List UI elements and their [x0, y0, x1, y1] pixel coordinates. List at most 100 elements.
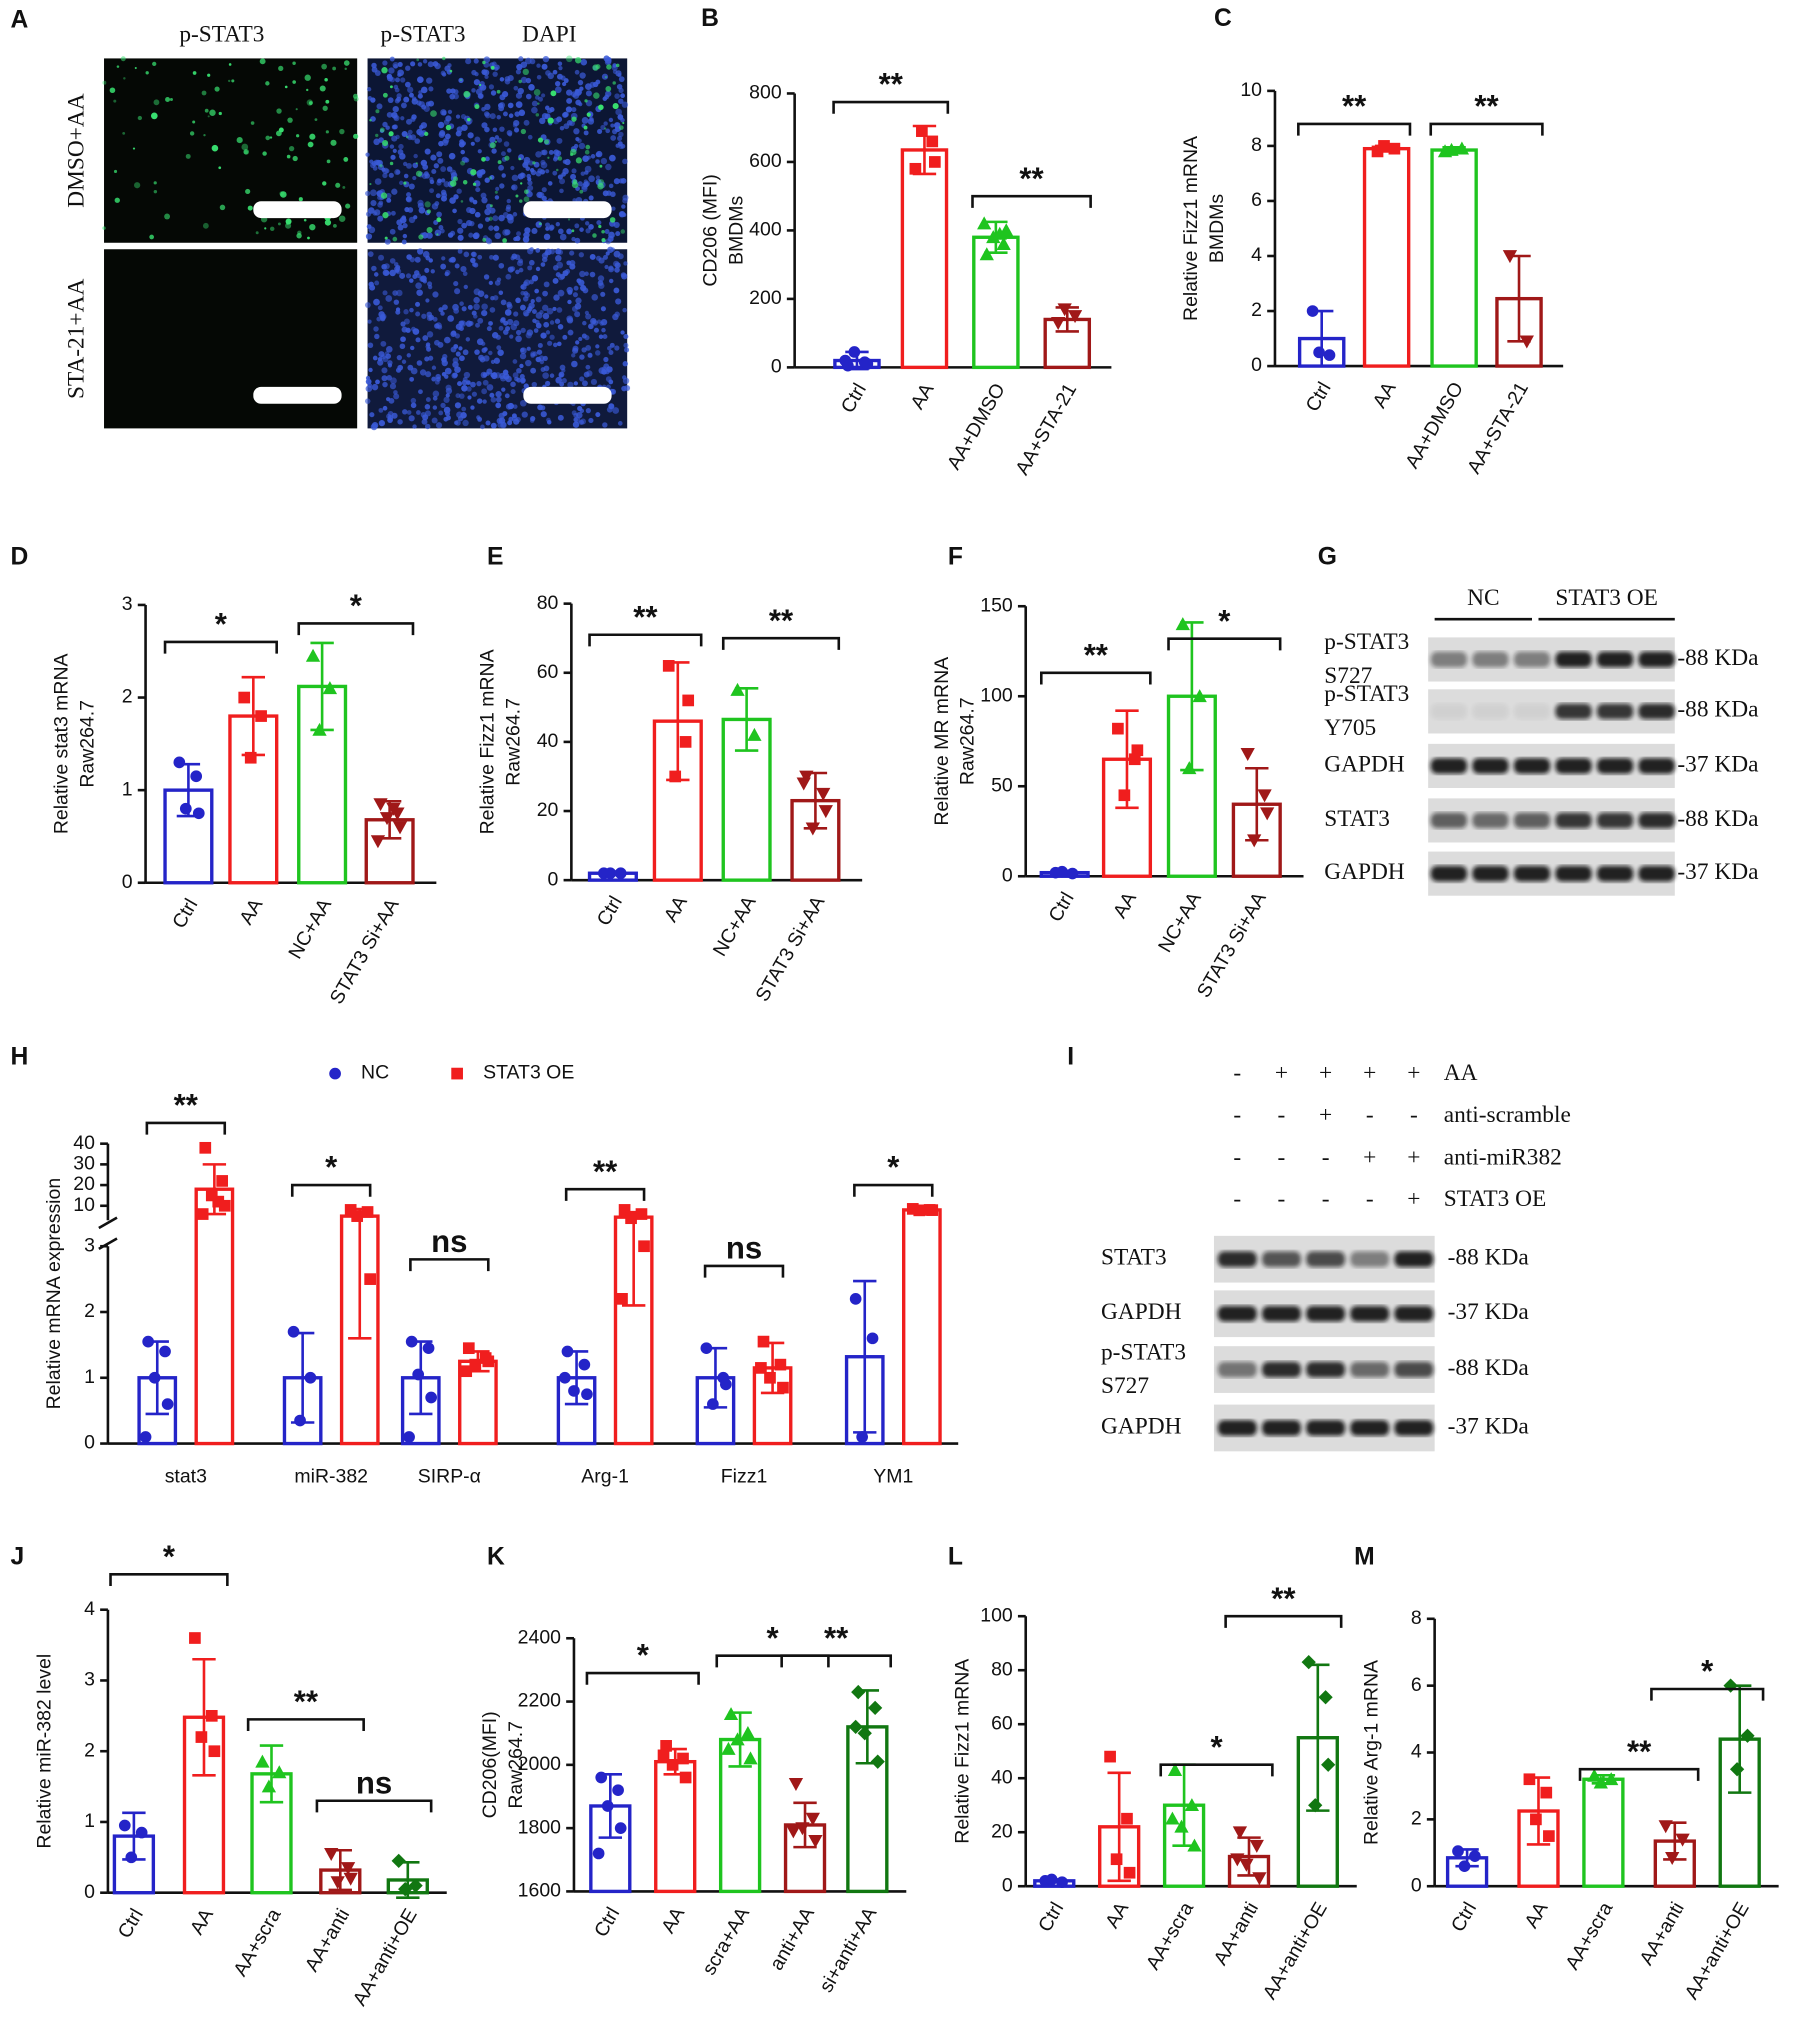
micrograph: [104, 249, 358, 429]
band: [1513, 703, 1551, 720]
y-tick-label: 3: [84, 1234, 95, 1256]
cell: [461, 222, 468, 229]
cell: [452, 361, 459, 368]
data-point: [1167, 1762, 1183, 1776]
data-point: [992, 226, 1007, 240]
cell: [497, 349, 504, 356]
signal: [619, 125, 624, 130]
cell: [571, 107, 577, 113]
cell: [405, 133, 412, 139]
cell: [519, 353, 527, 360]
cell: [387, 97, 394, 104]
cell: [420, 86, 428, 94]
signal: [309, 133, 316, 140]
band: [1472, 651, 1509, 668]
data-point: [351, 1210, 364, 1222]
cell: [443, 406, 451, 414]
y-axis-label: Relative Fizz1 mRNA: [1180, 136, 1202, 321]
cell: [563, 111, 569, 118]
data-point: [926, 135, 939, 148]
signal: [211, 144, 219, 152]
sign: -: [1410, 1102, 1418, 1128]
cell: [488, 225, 494, 231]
cell: [545, 222, 551, 228]
cell: [573, 128, 580, 135]
cell: [390, 210, 396, 216]
cell: [432, 316, 438, 322]
cell: [590, 378, 597, 386]
cell: [400, 102, 407, 109]
cell: [413, 153, 418, 159]
cell: [514, 111, 520, 117]
cell: [520, 76, 528, 84]
cell: [567, 329, 574, 336]
cell: [438, 225, 444, 230]
band: [1638, 651, 1675, 668]
y-tick-label: 60: [991, 1712, 1013, 1734]
cell: [437, 157, 444, 164]
cell: [588, 175, 595, 183]
data-point: [1658, 1820, 1673, 1834]
cell: [415, 282, 422, 289]
data-point: [343, 1872, 358, 1886]
signal: [322, 181, 327, 186]
group-label: STAT3 OE: [1555, 585, 1658, 611]
data-point: [805, 1812, 820, 1826]
x-tick-label: AA: [657, 1904, 689, 1938]
cell: [488, 350, 493, 356]
x-tick-label: AA+anti: [1210, 1898, 1263, 1969]
cell: [401, 326, 408, 333]
cell: [574, 303, 582, 310]
data-point: [1240, 748, 1255, 761]
cell: [397, 224, 404, 231]
cell: [489, 175, 495, 180]
cell: [374, 280, 380, 286]
cell: [399, 272, 406, 279]
cell: [520, 327, 526, 333]
significance-bracket: [721, 636, 841, 650]
cell: [543, 281, 550, 288]
cell: [572, 421, 580, 428]
signal: [338, 215, 346, 223]
cell: [590, 154, 596, 159]
signal: [324, 219, 332, 226]
signal: [342, 185, 346, 189]
y-tick-label: 2: [122, 686, 133, 708]
cell: [591, 319, 596, 324]
cell: [452, 208, 457, 214]
band: [1638, 812, 1675, 829]
data-point: [561, 1345, 574, 1358]
signal: [620, 229, 626, 234]
signal: [203, 134, 206, 137]
cell: [389, 269, 396, 277]
cell: [364, 302, 371, 308]
data-point: [1454, 141, 1470, 155]
cell: [460, 266, 467, 273]
cell: [604, 228, 610, 234]
cell: [428, 86, 434, 92]
cell: [415, 301, 421, 307]
y-tick-label: 2400: [518, 1626, 561, 1648]
cell: [417, 248, 424, 255]
cell: [417, 199, 424, 207]
cell: [403, 96, 410, 103]
signal: [132, 147, 136, 150]
signal: [556, 168, 559, 172]
panel-label: C: [1214, 5, 1232, 32]
cell: [581, 183, 588, 190]
data-point: [1131, 744, 1144, 757]
cell: [545, 330, 551, 335]
cell: [437, 178, 442, 184]
cell: [424, 404, 431, 410]
y-tick-label: 0: [1251, 354, 1262, 376]
cell: [410, 397, 417, 404]
y-tick-label: 2: [84, 1300, 95, 1322]
x-tick-label: NC+AA: [709, 892, 761, 960]
cell: [531, 227, 538, 235]
cell: [584, 335, 590, 341]
data-point: [926, 1204, 939, 1216]
significance-label: ns: [356, 1765, 392, 1800]
cell: [575, 137, 580, 142]
data-point: [238, 691, 251, 704]
cell: [498, 164, 504, 171]
